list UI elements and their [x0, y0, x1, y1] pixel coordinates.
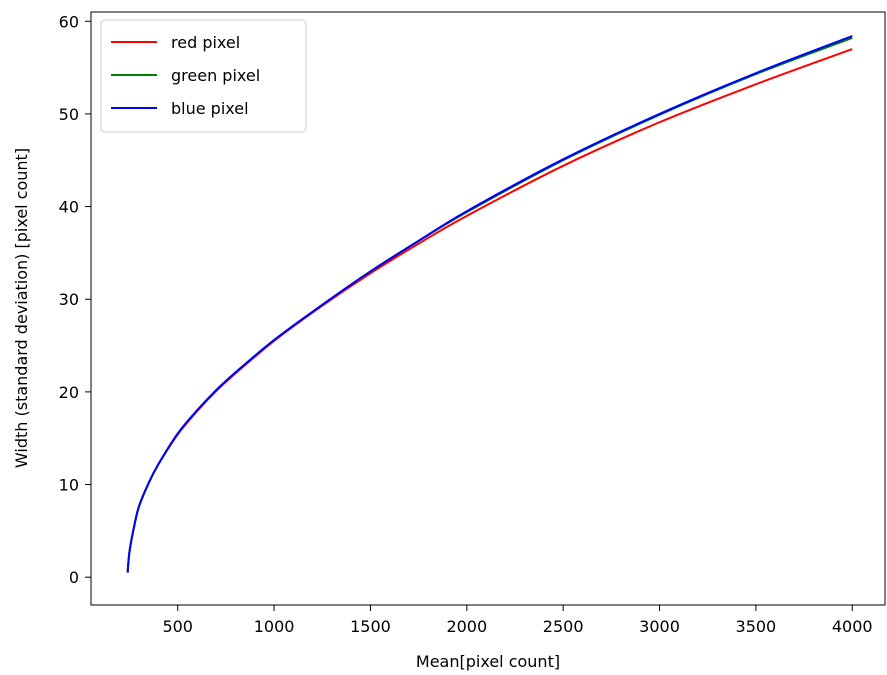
x-tick-label: 4000: [832, 617, 873, 636]
x-tick-label: 1500: [350, 617, 391, 636]
y-tick-label: 20: [59, 383, 79, 402]
plot-frame: [90, 11, 886, 606]
legend-box: [100, 19, 307, 133]
legend: red pixel green pixel blue pixel: [100, 19, 307, 133]
series-layer: [126, 35, 853, 573]
y-tick-label: 30: [59, 290, 79, 309]
legend-label-green: green pixel: [171, 66, 260, 85]
legend-label-blue: blue pixel: [171, 99, 249, 118]
x-tick-label: 2500: [543, 617, 584, 636]
y-tick-label: 0: [69, 568, 79, 587]
y-tick-label: 50: [59, 105, 79, 124]
y-tick-label: 10: [59, 476, 79, 495]
x-tick-label: 3000: [639, 617, 680, 636]
y-tick-label: 40: [59, 198, 79, 217]
y-tick-label: 60: [59, 12, 79, 31]
x-axis-label: Mean[pixel count]: [416, 652, 560, 671]
x-tick-label: 2000: [446, 617, 487, 636]
x-axis-ticks: 500 1000 1500 2000 2500 3000 3500 4000: [162, 605, 873, 636]
y-axis-label: Width (standard deviation) [pixel count]: [12, 148, 31, 468]
x-tick-label: 500: [162, 617, 193, 636]
y-axis-ticks: 0 10 20 30 40 50 60: [59, 12, 91, 587]
x-tick-label: 1000: [254, 617, 295, 636]
x-tick-label: 3500: [736, 617, 777, 636]
legend-label-red: red pixel: [171, 33, 240, 52]
series-line-blue: [126, 35, 853, 573]
